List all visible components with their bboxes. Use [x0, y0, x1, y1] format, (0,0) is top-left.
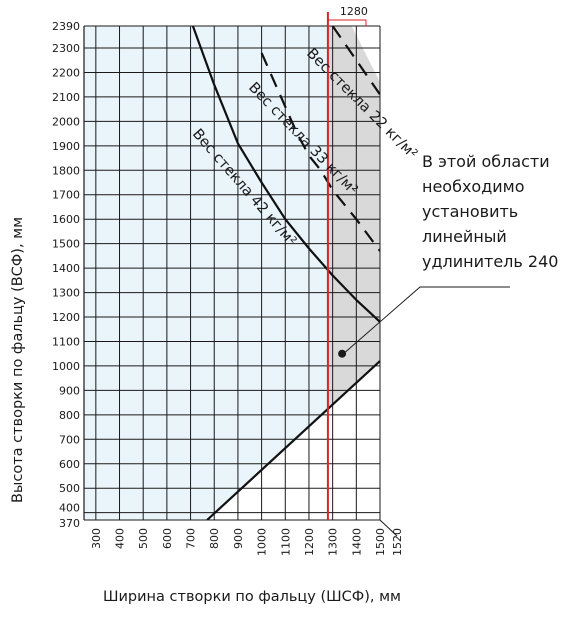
y-tick-label-1200: 1200 — [52, 311, 80, 324]
y-tick-label-1900: 1900 — [52, 140, 80, 153]
shaded-regions — [84, 26, 380, 520]
annotation-pointer-dot — [338, 349, 347, 358]
y-tick-label-1300: 1300 — [52, 287, 80, 300]
weight-curves — [191, 26, 380, 520]
y-tick-label-400: 400 — [59, 502, 80, 515]
series-line-1 — [191, 26, 380, 323]
x-tick-label-1300: 1300 — [327, 528, 340, 556]
region-1 — [84, 26, 328, 520]
grid — [83, 25, 398, 537]
x-tick-label-1100: 1100 — [279, 528, 292, 556]
y-tick-label-1000: 1000 — [52, 360, 80, 373]
annotation-pointer-line — [341, 286, 510, 356]
x-tick-label-800: 800 — [208, 528, 221, 549]
series-line-4 — [206, 360, 380, 520]
y-axis-title: Высота створки по фальцу (ВСФ), мм — [10, 217, 26, 503]
annotation-line-2: необходимо — [422, 177, 525, 196]
y-tick-label-1100: 1100 — [52, 336, 80, 349]
y-tick-label-1500: 1500 — [52, 238, 80, 251]
y-tick-label-700: 700 — [59, 433, 80, 446]
y-tick-label-1600: 1600 — [52, 213, 80, 226]
annotation: В этой области необходимо установить лин… — [338, 152, 558, 358]
annotation-line-5: удлинитель 240 — [422, 252, 558, 271]
x-tick-label-1400: 1400 — [350, 528, 363, 556]
tick-labels: 370 400 500 600 700 800 900 1000 1100 1200 1300 140… — [52, 20, 404, 556]
x-tick-label-300: 300 — [90, 528, 103, 549]
y-tick-label-1400: 1400 — [52, 262, 80, 275]
x-tick-label-1000: 1000 — [256, 528, 269, 556]
annotation-line-4: линейный — [422, 227, 507, 246]
x-tick-label-400: 400 — [114, 528, 127, 549]
x-tick-label-500: 500 — [137, 528, 150, 549]
y-tick-label-2300: 2300 — [52, 42, 80, 55]
x-extension-1520 — [379, 519, 398, 537]
y-tick-label-370: 370 — [59, 517, 80, 530]
x-tick-label-1200: 1200 — [303, 528, 316, 556]
y-tick-label-1700: 1700 — [52, 189, 80, 202]
y-tick-label-500: 500 — [59, 482, 80, 495]
x-tick-label-1520: 1520 — [391, 528, 404, 556]
y-tick-label-2390: 2390 — [52, 20, 80, 33]
x-tick-label-600: 600 — [161, 528, 174, 549]
annotation-line-1: В этой области — [422, 152, 550, 171]
x-tick-label-1500: 1500 — [374, 528, 387, 556]
threshold-label: 1280 — [340, 5, 368, 18]
y-tick-label-900: 900 — [59, 384, 80, 397]
y-tick-label-800: 800 — [59, 409, 80, 422]
y-tick-label-2200: 2200 — [52, 67, 80, 80]
y-tick-label-1800: 1800 — [52, 164, 80, 177]
y-tick-label-2100: 2100 — [52, 91, 80, 104]
y-tick-label-2000: 2000 — [52, 115, 80, 128]
series-line-3 — [331, 26, 380, 96]
x-tick-label-700: 700 — [185, 528, 198, 549]
y-tick-label-600: 600 — [59, 458, 80, 471]
x-axis-title: Ширина створки по фальцу (ШСФ), мм — [103, 589, 401, 605]
annotation-line-3: установить — [422, 202, 518, 221]
threshold-1280: 1280 — [326, 5, 368, 520]
x-tick-label-900: 900 — [232, 528, 245, 549]
